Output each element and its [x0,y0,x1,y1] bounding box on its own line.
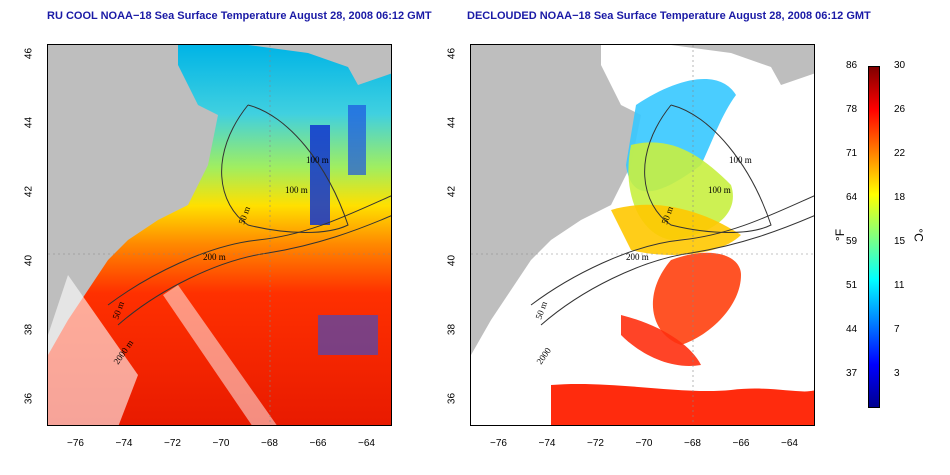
contour-label: 100 m [729,155,752,165]
latitude-tick-label: 44 [446,116,458,129]
contour-label: 200 m [203,252,226,262]
latitude-tick-label: 44 [23,116,35,129]
longitude-tick-label: −72 [164,438,181,449]
land-mass-north [471,45,814,85]
longitude-tick-label: −72 [587,438,604,449]
longitude-tick-label: −68 [684,438,701,449]
isobath-line [221,104,349,233]
longitude-tick-label: −66 [309,438,327,449]
colorbar-tick-label: 15 [894,236,906,247]
sst-patch-hot [551,383,814,425]
temperature-colorbar [868,66,880,408]
colorbar-tick-label: 26 [894,104,906,115]
cloud-streak [48,275,138,425]
sst-map-raw-canvas: 100 m 100 m 50 m 200 m 50 m 2000 m [48,45,391,425]
latitude-tick-label: 40 [446,254,458,267]
cloud-cold-patch [310,125,330,225]
colorbar-tick-label: 22 [894,148,906,159]
colorbar-tick-label: 18 [894,192,906,203]
longitude-tick-label: −68 [261,438,278,449]
sst-patch-hot [652,252,741,345]
sst-patch-warm [611,204,741,255]
latitude-tick-label: 36 [23,392,35,405]
colorbar-tick-label: 71 [846,148,858,159]
longitude-tick-label: −64 [358,438,375,449]
isobath-line [117,215,391,326]
colorbar-tick-label: 51 [846,280,858,291]
latitude-tick-label: 46 [23,47,35,60]
colorbar-tick-label: 59 [846,236,858,247]
isobath-line [540,215,814,326]
colorbar-tick-label: 64 [846,192,858,203]
longitude-tick-label: −74 [115,438,133,449]
isobath-line [107,195,391,306]
land-mass [48,45,218,355]
longitude-tick-label: −70 [212,438,230,449]
unit-fahrenheit-label: °F [833,228,848,242]
longitude-tick-label: −66 [732,438,750,449]
unit-celsius-label: °C [911,228,926,242]
latitude-tick-label: 42 [446,185,458,198]
colorbar-tick-label: 86 [846,60,858,71]
latitude-tick-label: 36 [446,392,458,405]
latitude-tick-label: 38 [23,323,35,336]
sst-map-declouded-canvas: 100 m 100 m 50 m 200 m 50 m 2000 [471,45,814,425]
cloud-cold-patch [348,105,366,175]
longitude-tick-label: −70 [635,438,653,449]
contour-label: 100 m [708,185,731,195]
longitude-tick-label: −76 [67,438,84,449]
colorbar-tick-label: 30 [894,60,906,71]
colorbar-tick-label: 11 [894,280,905,291]
isobath-line [644,104,772,233]
colorbar-tick-label: 37 [846,368,858,379]
sst-map-raw: 100 m 100 m 50 m 200 m 50 m 2000 m [47,44,392,426]
latitude-tick-label: 42 [23,185,35,198]
land-mass-north [48,45,391,85]
cloud-streak [163,285,277,425]
isobath-line [530,195,814,306]
contour-label: 100 m [285,185,308,195]
latitude-tick-label: 38 [446,323,458,336]
colorbar-tick-label: 78 [846,104,858,115]
colorbar-tick-label: 7 [894,324,900,335]
latitude-tick-label: 46 [446,47,458,60]
map-title-left: RU COOL NOAA−18 Sea Surface Temperature … [47,10,432,22]
map-title-right: DECLOUDED NOAA−18 Sea Surface Temperatur… [467,10,871,22]
sst-patch-hot [621,315,701,366]
contour-label: 200 m [626,252,649,262]
longitude-tick-label: −76 [490,438,507,449]
longitude-tick-label: −64 [781,438,798,449]
cloud-cold-patch [318,315,378,355]
latitude-tick-label: 40 [23,254,35,267]
land-mass [471,45,641,355]
colorbar-tick-label: 3 [894,368,900,379]
sst-map-declouded: 100 m 100 m 50 m 200 m 50 m 2000 [470,44,815,426]
contour-label: 100 m [306,155,329,165]
colorbar-tick-label: 44 [846,324,858,335]
longitude-tick-label: −74 [538,438,556,449]
